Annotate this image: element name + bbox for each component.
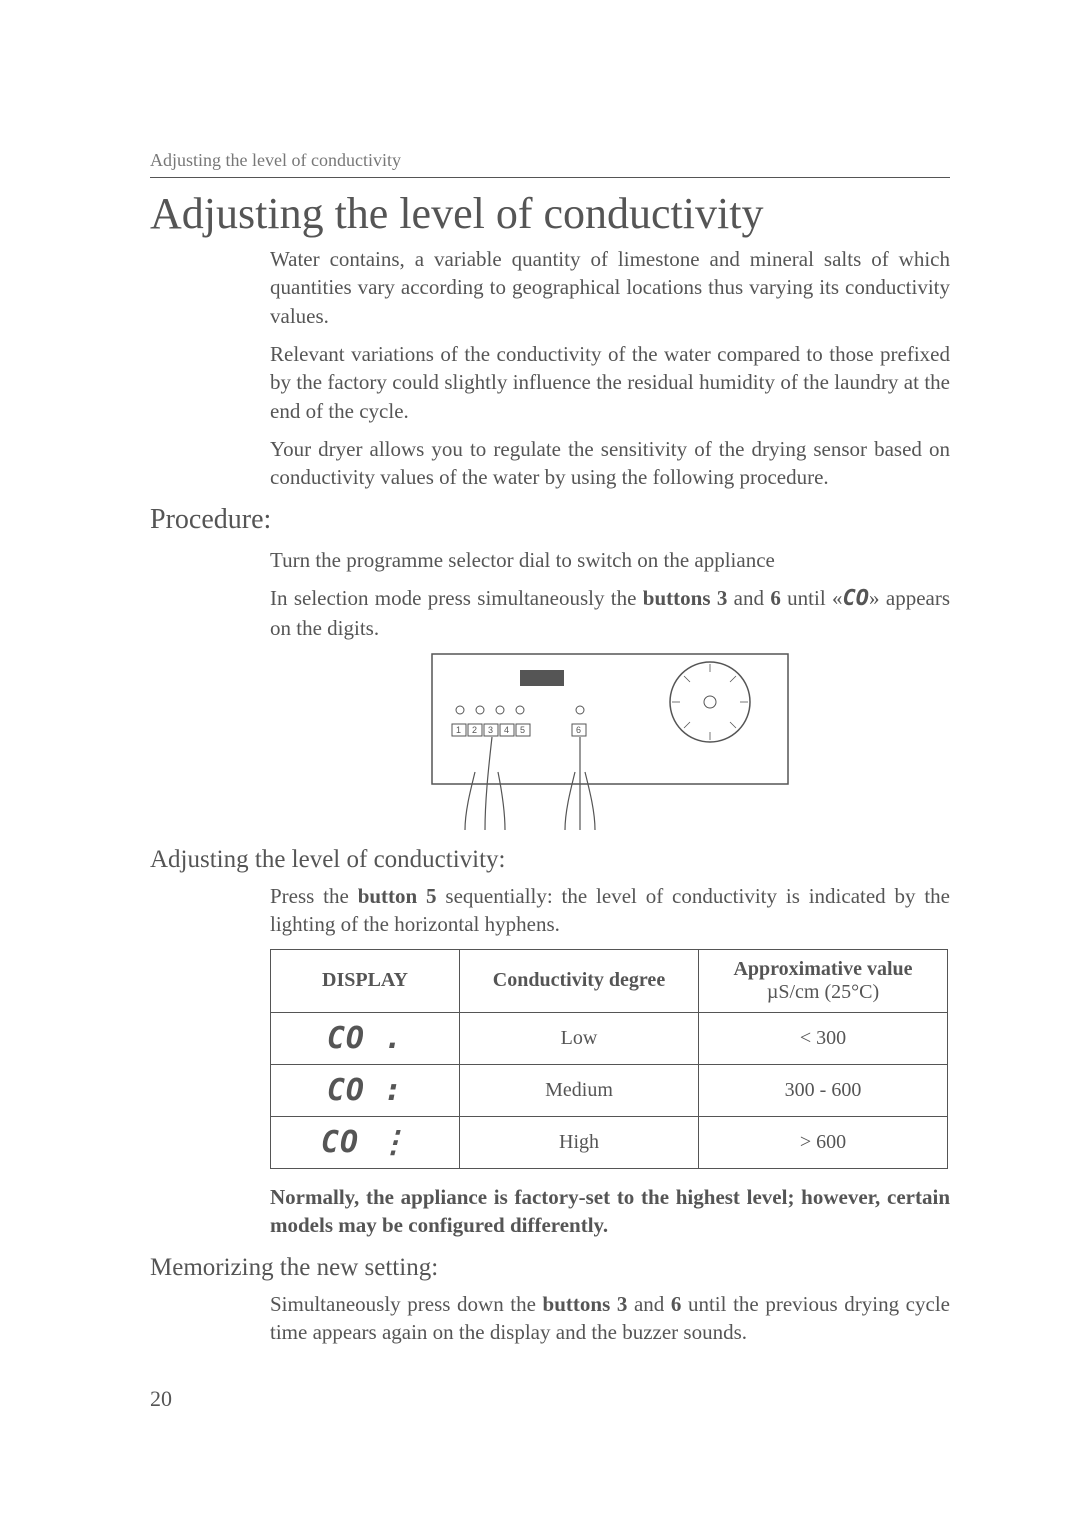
text-bold: buttons 3	[643, 586, 728, 610]
text-fragment: In selection mode press simultaneously t…	[270, 586, 643, 610]
value-cell: > 600	[699, 1116, 948, 1168]
text-fragment: until «	[781, 586, 843, 610]
text-fragment: Press the	[270, 884, 358, 908]
text-bold: 6	[770, 586, 781, 610]
procedure-step-2: In selection mode press simultaneously t…	[270, 584, 950, 642]
table-row: CO . Low < 300	[271, 1012, 948, 1064]
intro-para-2: Relevant variations of the conductivity …	[270, 340, 950, 425]
value-cell: 300 - 600	[699, 1064, 948, 1116]
degree-cell: Medium	[460, 1064, 699, 1116]
diagram-button-label: 1	[456, 725, 461, 735]
factory-note: Normally, the appliance is factory-set t…	[270, 1183, 950, 1240]
diagram-button-label: 4	[504, 725, 509, 735]
intro-para-3: Your dryer allows you to regulate the se…	[270, 435, 950, 492]
memorize-para: Simultaneously press down the buttons 3 …	[270, 1290, 950, 1347]
horizontal-rule	[150, 177, 950, 178]
page-title: Adjusting the level of conductivity	[150, 188, 950, 239]
text-bold: Approximative value	[733, 958, 912, 980]
value-cell: < 300	[699, 1012, 948, 1064]
degree-cell: High	[460, 1116, 699, 1168]
table-row: CO ⋮ High > 600	[271, 1116, 948, 1168]
intro-para-1: Water contains, a variable quantity of l…	[270, 245, 950, 330]
table-header-degree: Conductivity degree	[460, 949, 699, 1012]
table-header-value: Approximative valueµS/cm (25°C)	[699, 949, 948, 1012]
display-cell: CO .	[271, 1012, 460, 1064]
table-header-row: DISPLAY Conductivity degree Approximativ…	[271, 949, 948, 1012]
table-row: CO : Medium 300 - 600	[271, 1064, 948, 1116]
diagram-button-label: 2	[472, 725, 477, 735]
display-cell: CO :	[271, 1064, 460, 1116]
display-code-inline: CO	[843, 586, 870, 611]
degree-cell: Low	[460, 1012, 699, 1064]
text-bold: button 5	[358, 884, 437, 908]
text-fragment: and	[727, 586, 770, 610]
page-number: 20	[150, 1386, 950, 1412]
control-panel-diagram: 1 2 3 4 5 6	[430, 652, 790, 832]
display-cell: CO ⋮	[271, 1116, 460, 1168]
text-fragment: and	[627, 1292, 671, 1316]
text-bold: Normally, the appliance is factory-set t…	[270, 1185, 950, 1237]
running-header: Adjusting the level of conductivity	[150, 150, 950, 171]
procedure-step-1: Turn the programme selector dial to swit…	[270, 546, 950, 574]
conductivity-table: DISPLAY Conductivity degree Approximativ…	[270, 949, 948, 1169]
procedure-heading: Procedure:	[150, 504, 950, 536]
diagram-button-label: 5	[520, 725, 525, 735]
memorize-heading: Memorizing the new setting:	[150, 1254, 950, 1282]
text-fragment: Simultaneously press down the	[270, 1292, 543, 1316]
adjust-heading: Adjusting the level of conductivity:	[150, 846, 950, 874]
adjust-para: Press the button 5 sequentially: the lev…	[270, 882, 950, 939]
table-header-display: DISPLAY	[271, 949, 460, 1012]
text-bold: buttons 3	[543, 1292, 628, 1316]
text-bold: 6	[671, 1292, 682, 1316]
diagram-button-label: 6	[576, 725, 581, 735]
diagram-button-label: 3	[488, 725, 493, 735]
